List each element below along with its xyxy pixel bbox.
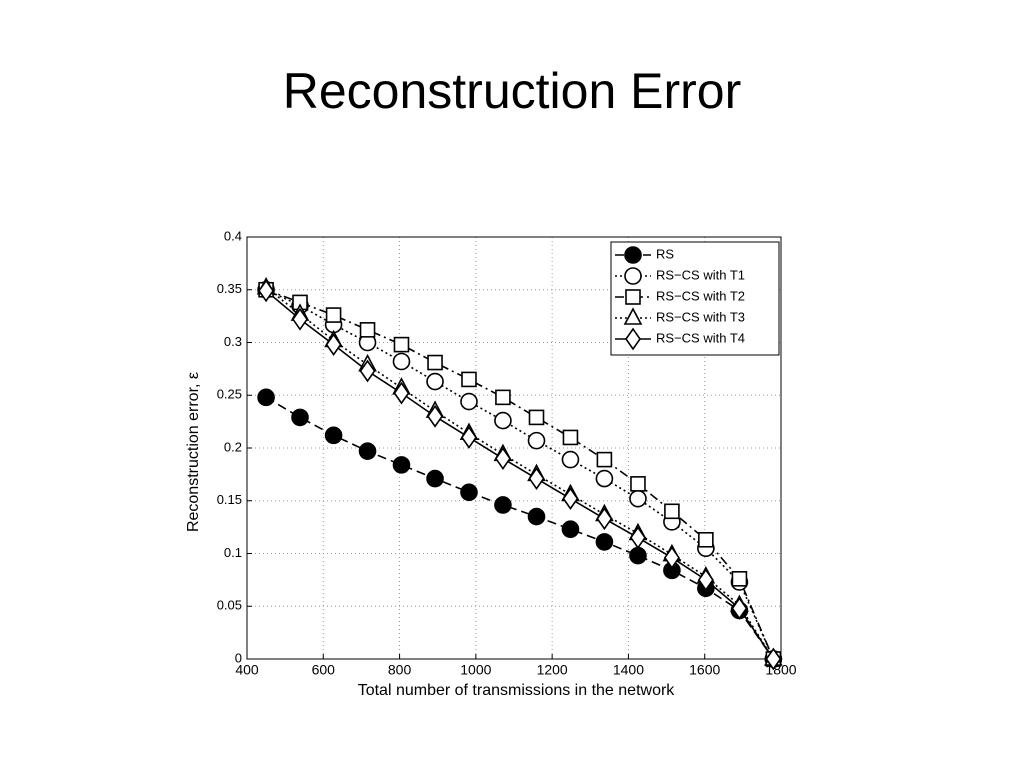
- marker: [663, 546, 680, 570]
- marker: [596, 451, 613, 468]
- x-axis-label: Total number of transmissions in the net…: [358, 682, 676, 699]
- y-tick-label: 0.1: [224, 545, 242, 560]
- series-line: [265, 290, 775, 660]
- legend-label: RS−CS with T1: [656, 267, 745, 282]
- marker: [460, 483, 478, 502]
- y-tick-label: 0.25: [217, 387, 242, 402]
- marker: [528, 467, 545, 490]
- marker: [527, 507, 546, 526]
- x-tick-label: 1400: [613, 662, 644, 678]
- marker: [392, 352, 411, 371]
- marker: [257, 388, 275, 407]
- marker: [731, 571, 748, 587]
- marker: [291, 408, 309, 427]
- x-tick-label: 1600: [689, 662, 720, 678]
- x-tick-label: 800: [388, 662, 412, 678]
- marker: [460, 392, 478, 411]
- y-tick-label: 0: [235, 650, 242, 665]
- marker: [629, 526, 646, 550]
- y-tick-label: 0.15: [217, 492, 242, 507]
- marker: [630, 476, 646, 492]
- marker: [426, 469, 444, 488]
- x-tick-label: 1200: [537, 662, 568, 678]
- legend: RS RS−CS with T1 RS−CS with T2 RS−CS with T…: [610, 241, 780, 356]
- legend-marker: [625, 289, 641, 305]
- marker: [461, 426, 477, 449]
- legend-label: RS: [656, 246, 674, 261]
- marker: [393, 336, 410, 353]
- series-line: [265, 289, 775, 660]
- marker: [629, 546, 647, 565]
- marker: [393, 381, 410, 405]
- slide-title: Reconstruction Error: [282, 63, 742, 119]
- marker: [392, 456, 411, 474]
- marker: [664, 503, 680, 520]
- marker: [596, 507, 613, 531]
- y-tick-label: 0.35: [217, 281, 242, 296]
- legend-marker: [624, 246, 642, 264]
- marker: [426, 372, 444, 391]
- marker: [731, 596, 748, 620]
- marker: [359, 359, 376, 383]
- marker: [697, 568, 714, 592]
- marker: [358, 442, 377, 460]
- y-tick-label: 0.4: [224, 228, 242, 243]
- marker: [528, 409, 545, 426]
- marker: [494, 447, 511, 470]
- series-line: [265, 289, 775, 660]
- marker: [359, 322, 376, 338]
- marker: [258, 279, 275, 303]
- marker: [765, 647, 782, 671]
- marker: [562, 429, 579, 446]
- x-tick-label: 600: [312, 662, 336, 678]
- y-tick-label: 0.05: [217, 598, 242, 613]
- legend-marker: [625, 327, 641, 351]
- legend-label: RS−CS with T4: [656, 330, 745, 345]
- marker: [494, 496, 512, 514]
- marker: [595, 469, 614, 488]
- marker: [461, 371, 477, 388]
- marker: [561, 450, 580, 469]
- marker: [629, 489, 647, 508]
- x-tick-label: 400: [235, 662, 259, 678]
- legend-marker: [623, 307, 643, 325]
- marker: [698, 531, 714, 548]
- y-tick-label: 0.2: [224, 439, 242, 454]
- marker: [427, 404, 444, 428]
- legend-label: RS−CS with T3: [656, 309, 745, 324]
- marker: [494, 411, 512, 430]
- legend-marker: [624, 267, 642, 285]
- marker: [561, 520, 580, 539]
- legend-label: RS−CS with T2: [656, 288, 745, 303]
- marker: [562, 487, 579, 511]
- plot-frame: [246, 236, 782, 660]
- marker: [427, 354, 443, 371]
- x-tick-label: 1000: [460, 662, 491, 678]
- marker: [527, 431, 546, 450]
- marker: [292, 307, 308, 331]
- marker: [325, 333, 342, 357]
- marker: [595, 533, 614, 551]
- marker: [325, 307, 342, 323]
- y-axis-label: Reconstruction error, ε: [185, 372, 202, 532]
- series-line: [265, 287, 775, 660]
- marker: [324, 426, 343, 445]
- marker: [495, 389, 511, 406]
- y-tick-label: 0.3: [224, 334, 242, 349]
